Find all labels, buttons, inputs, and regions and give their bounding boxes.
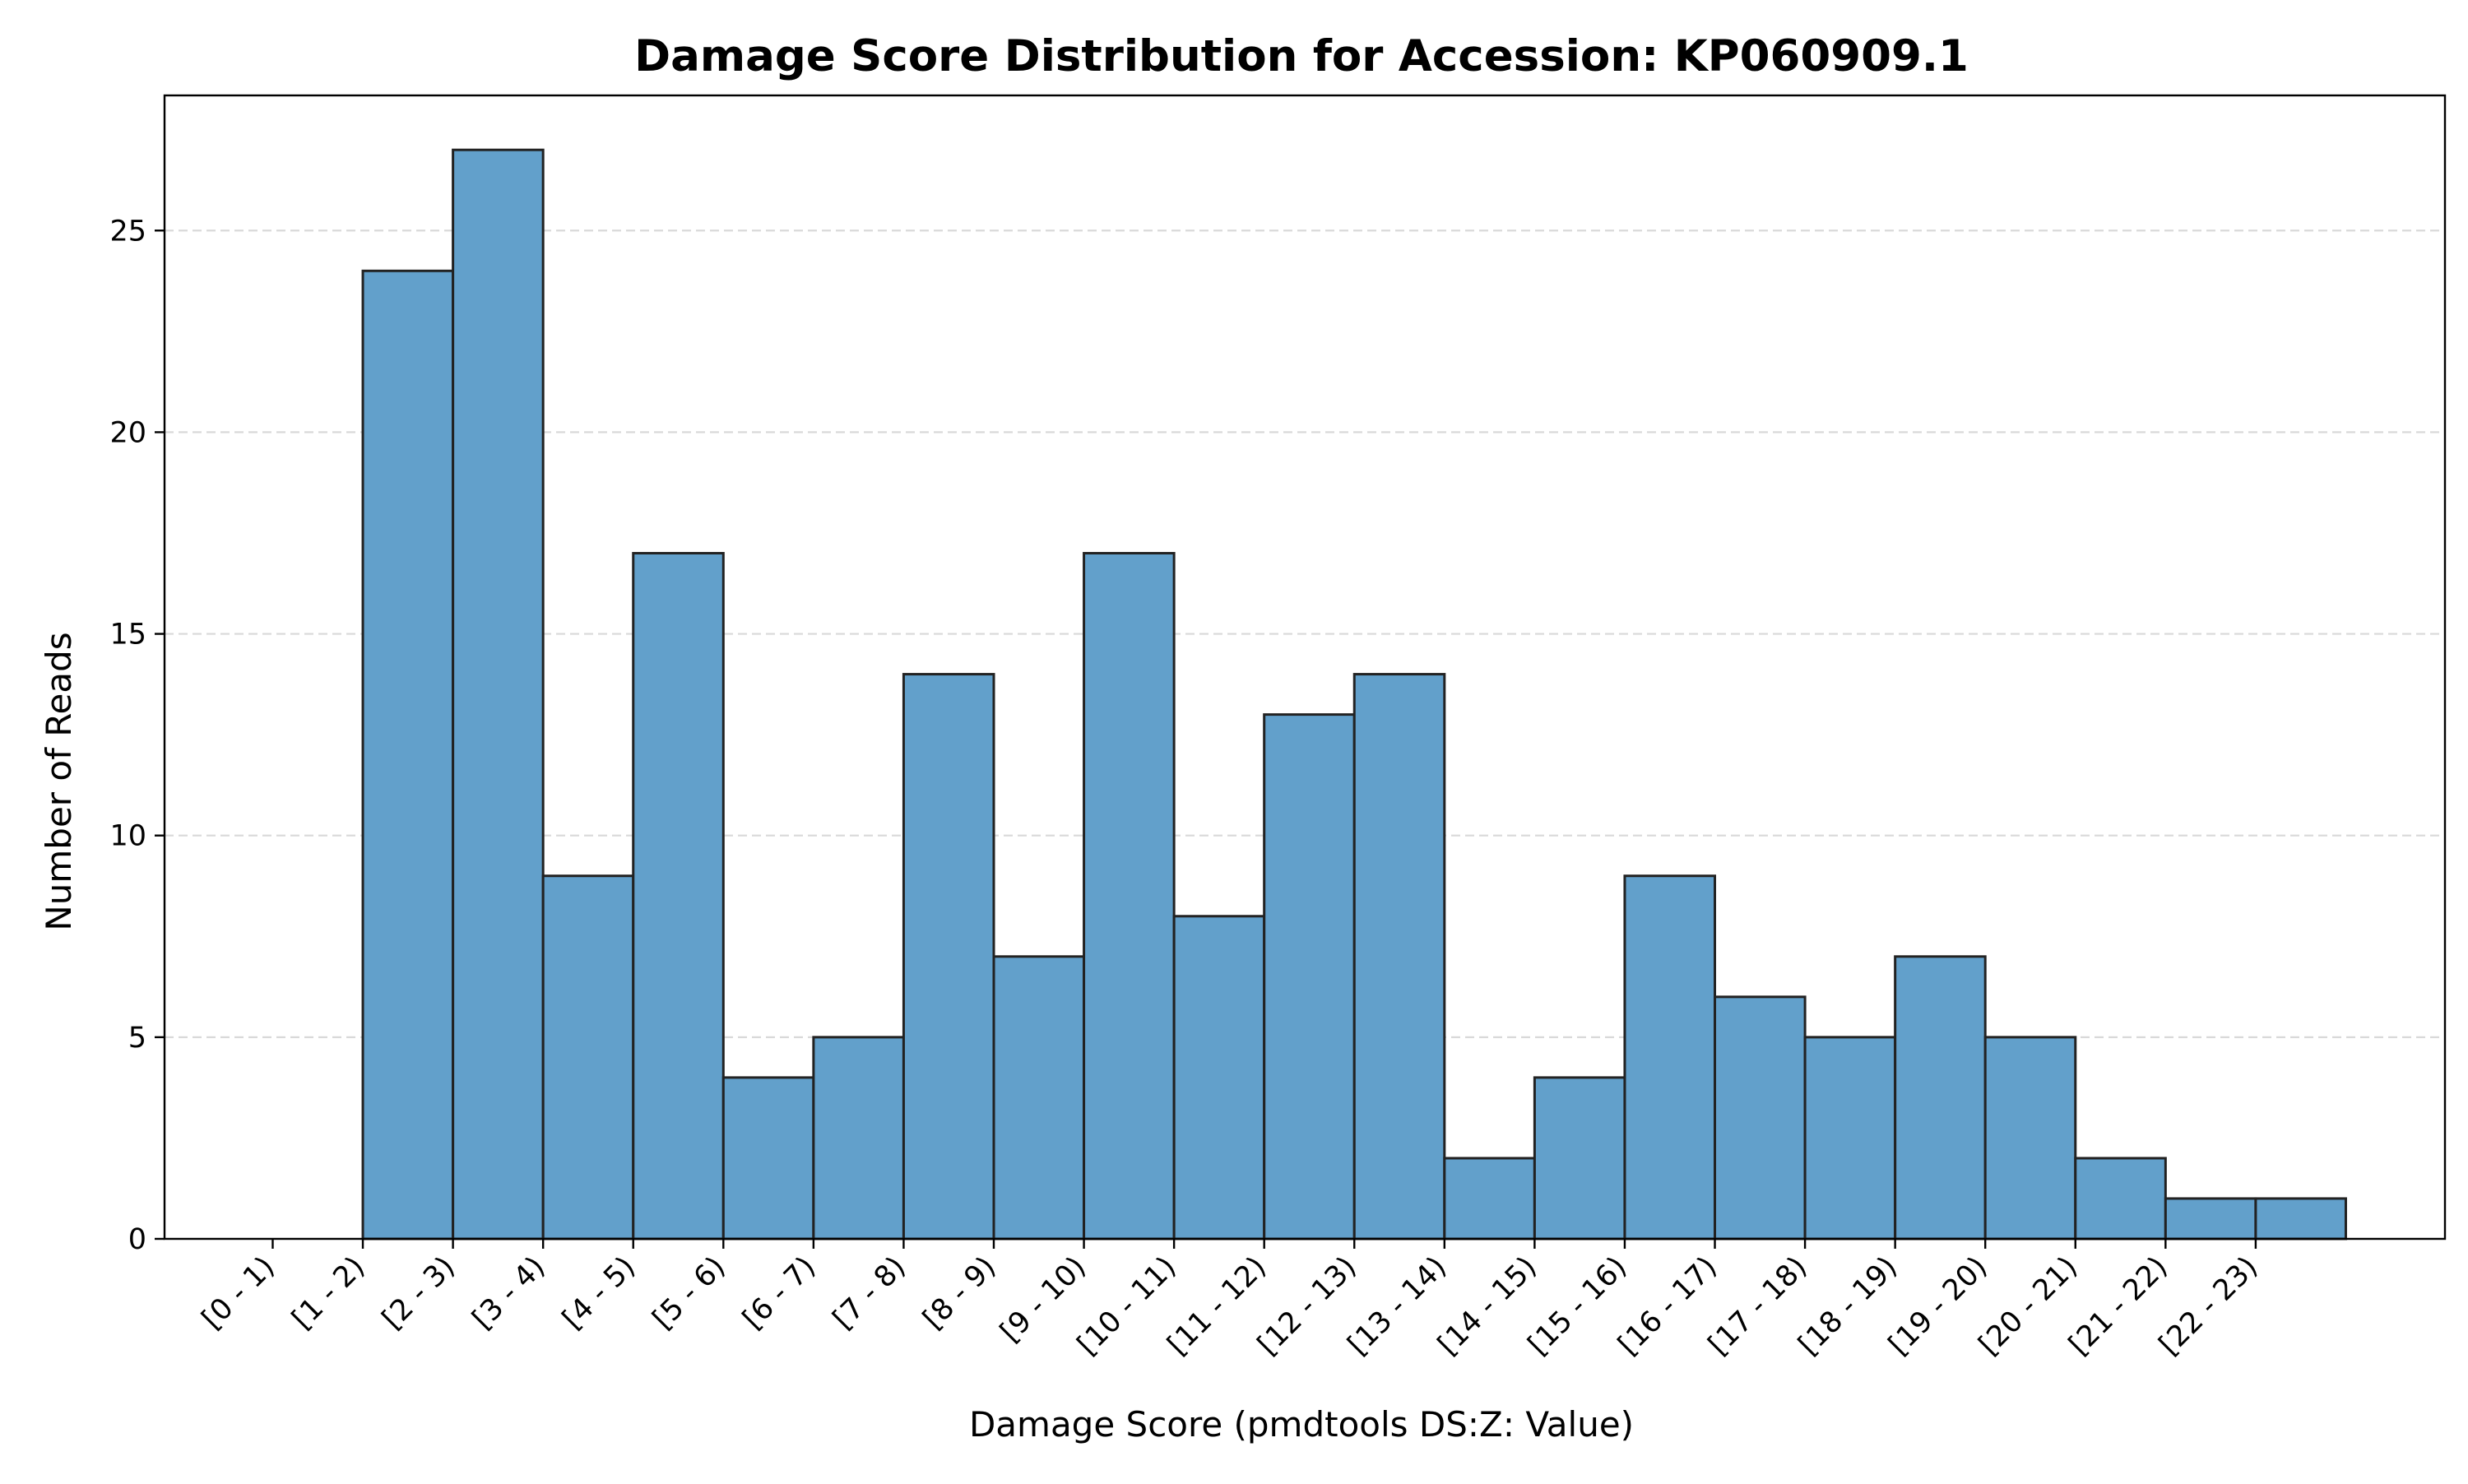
chart-title: Damage Score Distribution for Accession:…: [634, 31, 1969, 81]
y-tick-label-25: 25: [109, 215, 146, 248]
bar-19: [1983, 1036, 2077, 1241]
bar-6: [812, 1036, 905, 1241]
bar-17: [1803, 1036, 1897, 1241]
x-tick-label-2: [2 - 3): [376, 1250, 462, 1336]
x-tick-label-1: [1 - 2): [286, 1250, 372, 1336]
y-axis-ticks: 0 5 10 15 20 25: [109, 215, 165, 1256]
bar-8: [992, 955, 1086, 1241]
bar-13: [1443, 1157, 1536, 1241]
y-axis-label: Number of Reads: [39, 632, 79, 930]
bar-7: [902, 673, 995, 1241]
bars: [361, 148, 2347, 1241]
bar-21: [2164, 1197, 2257, 1241]
bar-5: [721, 1076, 815, 1241]
bar-18: [1894, 955, 1987, 1241]
x-tick-label-3: [3 - 4): [466, 1250, 552, 1336]
bar-20: [2074, 1157, 2167, 1241]
y-tick-label-5: 5: [128, 1022, 146, 1055]
x-tick-label-0: [0 - 1): [196, 1250, 281, 1336]
x-tick-label-4: [4 - 5): [556, 1250, 642, 1336]
x-tick-label-22: [22 - 23): [2153, 1250, 2264, 1361]
y-tick-label-0: 0: [128, 1223, 146, 1256]
bar-11: [1263, 713, 1356, 1241]
x-tick-label-21: [21 - 22): [2062, 1250, 2173, 1361]
plot-frame: [163, 94, 2447, 1241]
x-tick-label-12: [12 - 13): [1251, 1250, 1362, 1361]
bar-2: [452, 148, 545, 1241]
x-tick-label-15: [15 - 16): [1522, 1250, 1633, 1361]
bar-4: [632, 551, 725, 1241]
x-tick-label-7: [7 - 8): [827, 1250, 912, 1336]
x-tick-label-17: [17 - 18): [1702, 1250, 1813, 1361]
x-tick-label-19: [19 - 20): [1882, 1250, 1993, 1361]
x-tick-label-11: [11 - 12): [1162, 1250, 1273, 1361]
bar-22: [2254, 1197, 2347, 1241]
axes: [163, 94, 2447, 1241]
x-tick-label-18: [18 - 19): [1793, 1250, 1904, 1361]
y-tick-label-15: 15: [109, 619, 146, 652]
x-tick-label-5: [5 - 6): [647, 1250, 732, 1336]
x-axis-label: Damage Score (pmdtools DS:Z: Value): [969, 1404, 1634, 1445]
x-tick-label-10: [10 - 11): [1071, 1250, 1182, 1361]
x-tick-label-16: [16 - 17): [1612, 1250, 1723, 1361]
x-tick-label-8: [8 - 9): [917, 1250, 1003, 1336]
bar-9: [1083, 551, 1176, 1241]
x-tick-label-20: [20 - 21): [1973, 1250, 2084, 1361]
x-axis-ticks: [0 - 1) [1 - 2) [2 - 3) [3 - 4) [4 - 5) [5 - …: [196, 1239, 2264, 1361]
bar-3: [541, 874, 635, 1241]
bar-10: [1172, 915, 1266, 1241]
y-tick-label-10: 10: [109, 820, 146, 853]
bar-15: [1623, 874, 1717, 1241]
x-tick-label-14: [14 - 15): [1432, 1250, 1543, 1361]
x-tick-label-6: [6 - 7): [736, 1250, 822, 1336]
bar-16: [1714, 995, 1807, 1241]
bar-1: [361, 269, 455, 1241]
x-tick-label-13: [13 - 14): [1342, 1250, 1453, 1361]
bar-12: [1352, 673, 1446, 1241]
y-tick-label-20: 20: [109, 416, 146, 449]
bar-14: [1533, 1076, 1626, 1241]
